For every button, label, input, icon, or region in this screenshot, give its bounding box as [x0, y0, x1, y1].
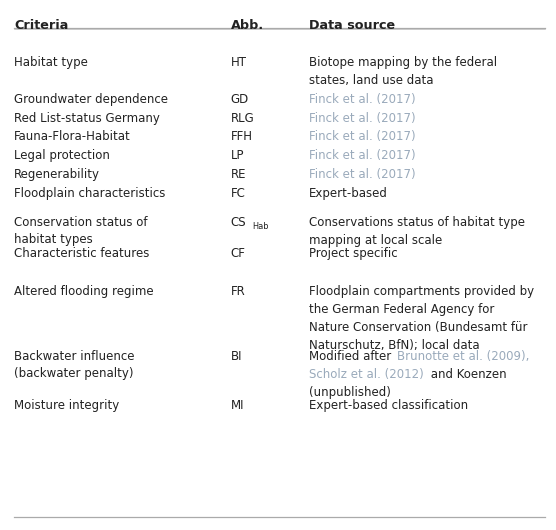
Text: Habitat type: Habitat type: [14, 56, 88, 69]
Text: Regenerability: Regenerability: [14, 168, 100, 181]
Text: mapping at local scale: mapping at local scale: [309, 234, 442, 247]
Text: Conservations status of habitat type: Conservations status of habitat type: [309, 216, 524, 229]
Text: RLG: RLG: [231, 112, 255, 125]
Text: RE: RE: [231, 168, 246, 181]
Text: states, land use data: states, land use data: [309, 74, 433, 87]
Text: Nature Conservation (Bundesamt für: Nature Conservation (Bundesamt für: [309, 321, 527, 334]
Text: Floodplain characteristics: Floodplain characteristics: [14, 187, 165, 200]
Text: Finck et al. (2017): Finck et al. (2017): [309, 130, 415, 144]
Text: Altered flooding regime: Altered flooding regime: [14, 285, 153, 298]
Text: LP: LP: [231, 149, 244, 163]
Text: Characteristic features: Characteristic features: [14, 247, 149, 260]
Text: HT: HT: [231, 56, 247, 69]
Text: Modified after: Modified after: [309, 350, 395, 363]
Text: Naturschutz, BfN); local data: Naturschutz, BfN); local data: [309, 339, 479, 352]
Text: Backwater influence
(backwater penalty): Backwater influence (backwater penalty): [14, 350, 135, 380]
Text: Scholz et al. (2012): Scholz et al. (2012): [309, 368, 423, 381]
Text: Data source: Data source: [309, 19, 395, 32]
Text: CS: CS: [231, 216, 246, 229]
Text: BI: BI: [231, 350, 242, 363]
Text: Floodplain compartments provided by: Floodplain compartments provided by: [309, 285, 534, 298]
Text: CF: CF: [231, 247, 246, 260]
Text: Moisture integrity: Moisture integrity: [14, 399, 119, 412]
Text: Fauna-Flora-Habitat: Fauna-Flora-Habitat: [14, 130, 131, 144]
Text: Expert-based classification: Expert-based classification: [309, 399, 468, 412]
Text: Biotope mapping by the federal: Biotope mapping by the federal: [309, 56, 497, 69]
Text: FR: FR: [231, 285, 246, 298]
Text: Hab: Hab: [252, 222, 269, 231]
Text: FFH: FFH: [231, 130, 253, 144]
Text: Expert-based: Expert-based: [309, 187, 388, 200]
Text: Finck et al. (2017): Finck et al. (2017): [309, 149, 415, 163]
Text: Project specific: Project specific: [309, 247, 397, 260]
Text: Finck et al. (2017): Finck et al. (2017): [309, 93, 415, 106]
Text: Brunotte et al. (2009),: Brunotte et al. (2009),: [397, 350, 529, 363]
Text: Finck et al. (2017): Finck et al. (2017): [309, 168, 415, 181]
Text: Groundwater dependence: Groundwater dependence: [14, 93, 168, 106]
Text: MI: MI: [231, 399, 244, 412]
Text: Legal protection: Legal protection: [14, 149, 110, 163]
Text: the German Federal Agency for: the German Federal Agency for: [309, 303, 494, 316]
Text: Finck et al. (2017): Finck et al. (2017): [309, 112, 415, 125]
Text: and Koenzen: and Koenzen: [426, 368, 507, 381]
Text: FC: FC: [231, 187, 246, 200]
Text: (unpublished): (unpublished): [309, 386, 390, 399]
Text: Criteria: Criteria: [14, 19, 68, 32]
Text: Red List-status Germany: Red List-status Germany: [14, 112, 160, 125]
Text: Abb.: Abb.: [231, 19, 264, 32]
Text: Conservation status of
habitat types: Conservation status of habitat types: [14, 216, 147, 246]
Text: GD: GD: [231, 93, 249, 106]
